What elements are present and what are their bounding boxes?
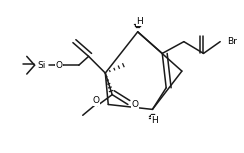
Text: Br: Br — [227, 37, 237, 46]
Text: O: O — [131, 100, 138, 109]
Text: H: H — [151, 116, 158, 125]
Text: H: H — [136, 17, 143, 26]
Text: O: O — [93, 96, 100, 105]
Text: O: O — [56, 61, 63, 70]
Text: Si: Si — [37, 61, 46, 70]
